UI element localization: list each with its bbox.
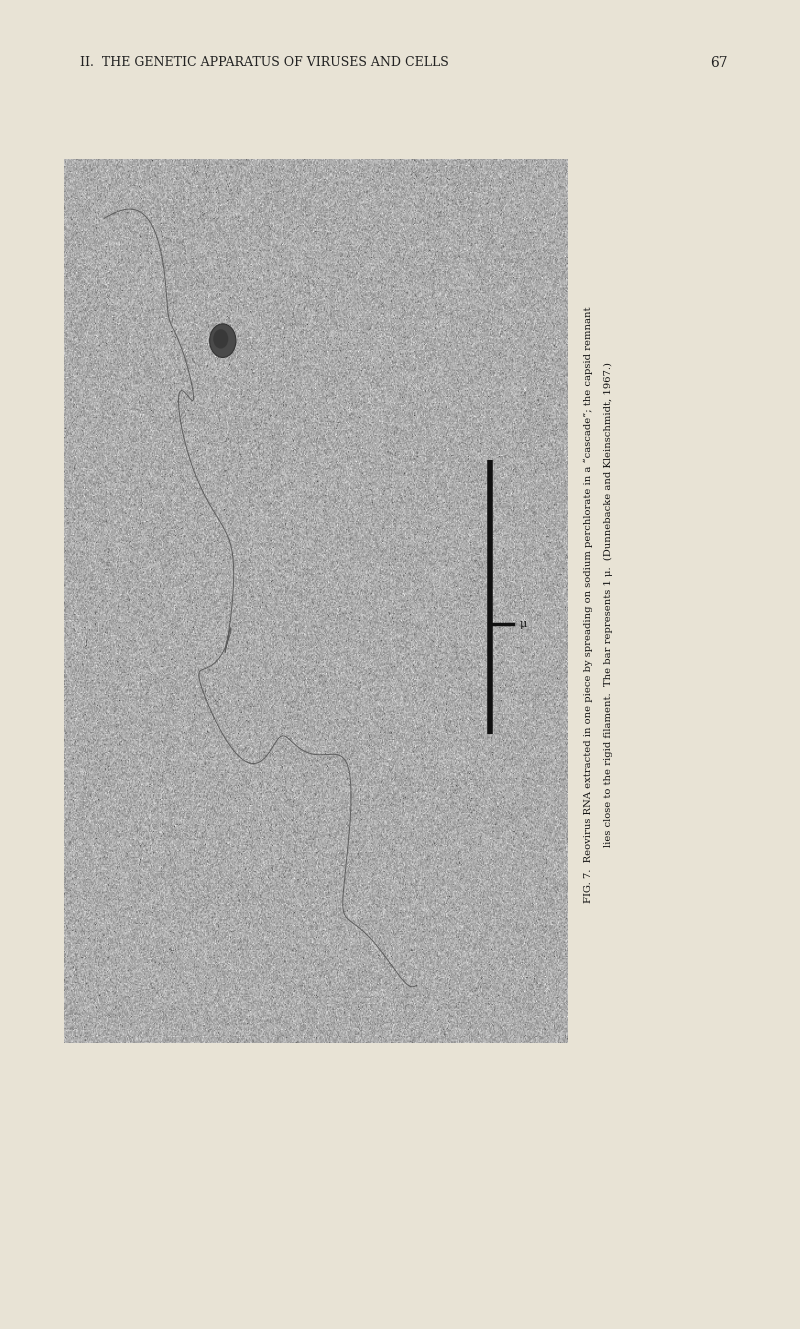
Ellipse shape [210,324,236,358]
Ellipse shape [213,330,228,348]
Text: II.  THE GENETIC APPARATUS OF VIRUSES AND CELLS: II. THE GENETIC APPARATUS OF VIRUSES AND… [80,56,449,69]
Text: lies close to the rigid filament.  The bar represents 1 μ.  (Dunnebacke and Klei: lies close to the rigid filament. The ba… [603,363,613,847]
Text: μ: μ [520,619,527,630]
Text: FIG. 7.  Reovirus RNA extracted in one piece by spreading on sodium perchlorate : FIG. 7. Reovirus RNA extracted in one pi… [583,307,593,902]
Text: 67: 67 [710,56,728,70]
